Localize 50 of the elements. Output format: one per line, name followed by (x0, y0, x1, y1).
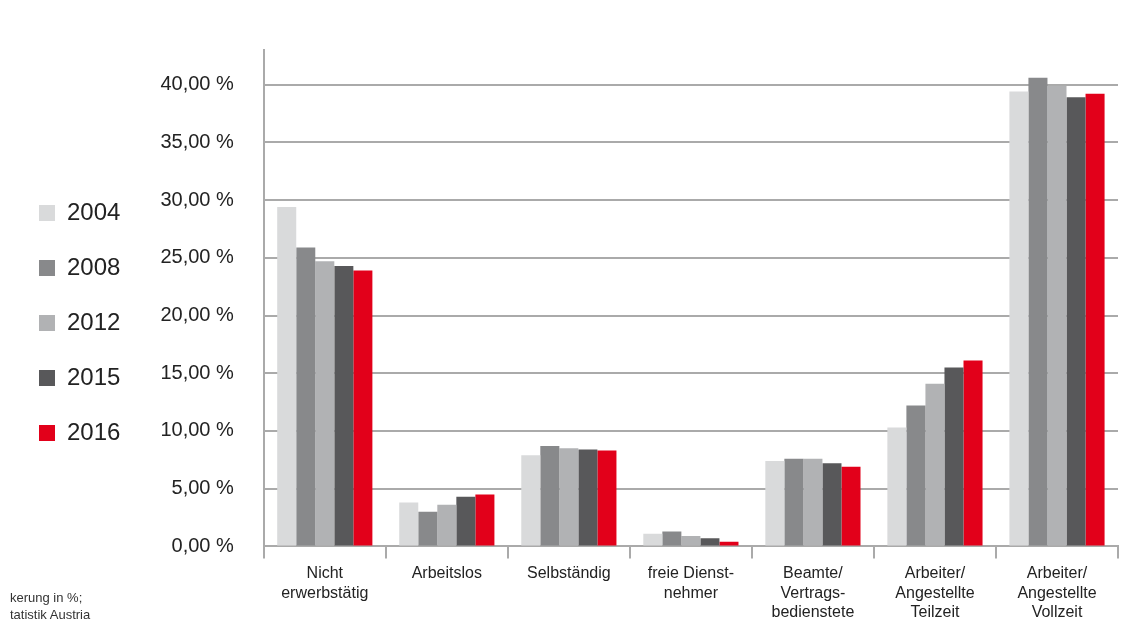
bar (334, 265, 354, 546)
bar (456, 496, 476, 546)
bar (353, 270, 373, 546)
y-tick-label: 0,00 % (171, 533, 234, 556)
x-tick-label: Beamte/ Vertrags- bedienstete (771, 564, 855, 620)
legend-label: 2016 (67, 417, 121, 445)
y-tick-label: 40,00 % (160, 72, 234, 95)
x-tick-label: freie Dienst- nehmer (647, 564, 735, 601)
y-tick-label: 15,00 % (160, 360, 234, 383)
text: tatistik Austria (10, 607, 91, 623)
y-tick-label: 5,00 % (171, 476, 234, 499)
bar (700, 538, 720, 546)
bar (822, 463, 842, 546)
legend-label: 2008 (67, 252, 121, 280)
bar (765, 460, 785, 546)
x-tick-label: Selbständig (527, 564, 611, 582)
x-tick-label: Arbeitslos (411, 564, 482, 582)
bar (540, 445, 560, 546)
bar (296, 247, 316, 546)
bar (784, 458, 804, 546)
y-tick-label: 10,00 % (160, 418, 234, 441)
bar (418, 511, 438, 546)
bar (1028, 77, 1048, 546)
bar (887, 427, 907, 546)
y-tick-label: 35,00 % (160, 129, 234, 152)
bar (662, 531, 682, 546)
legend-label: 2012 (67, 307, 121, 335)
y-tick-label: 25,00 % (160, 245, 234, 268)
x-tick-label: Arbeiter/ Angestellte Vollzeit (1017, 564, 1097, 620)
legend-label: 2015 (67, 362, 121, 390)
bar (944, 367, 964, 546)
bar (643, 533, 663, 546)
bar (1066, 97, 1086, 546)
bar (1009, 91, 1029, 546)
text: kerung in %; (10, 590, 83, 606)
bar (841, 466, 861, 546)
y-tick-label: 30,00 % (160, 187, 234, 210)
legend-label: 2004 (67, 197, 121, 225)
y-tick-label: 20,00 % (160, 303, 234, 326)
bar (578, 449, 598, 546)
bar (963, 360, 983, 546)
bar (475, 494, 495, 546)
bar (906, 405, 926, 546)
bar (521, 455, 541, 546)
x-tick-label: Arbeiter/ Angestellte Teilzeit (895, 564, 975, 620)
bar (277, 207, 297, 546)
bar (597, 450, 617, 546)
bar (399, 502, 419, 546)
x-tick-label: Nicht erwerbstätig (281, 564, 369, 601)
bar (1085, 93, 1105, 546)
